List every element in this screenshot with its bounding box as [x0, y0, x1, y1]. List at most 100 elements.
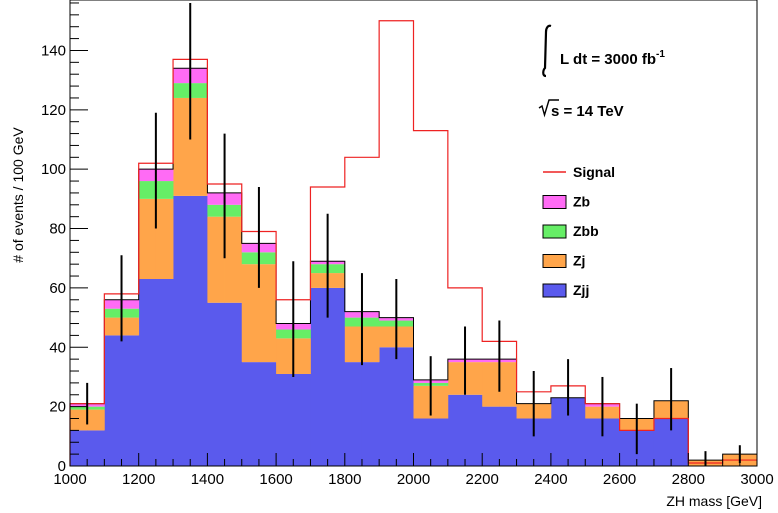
y-tick-label: 80 [49, 221, 66, 238]
bar-zjj [138, 279, 157, 466]
bar-zj [533, 403, 552, 419]
bar-zj [602, 406, 620, 419]
legend-item-zj: Zj [542, 253, 585, 269]
bar-zbb [121, 308, 140, 318]
x-tick-label: 2400 [534, 471, 567, 488]
bar-zjj [121, 335, 140, 466]
bar-zj [138, 198, 157, 280]
bar-zjj [636, 430, 655, 466]
legend: Signal Zb Zbb Zj Zjj [542, 164, 615, 298]
bar-zbb [87, 406, 105, 410]
legend-item-zb: Zb [542, 194, 590, 210]
x-axis-label: ZH mass [GeV] [666, 493, 762, 509]
x-tick-label: 1600 [259, 471, 292, 488]
series-zj [70, 97, 758, 466]
error-bars [86, 2, 741, 466]
y-tick-label: 40 [49, 339, 66, 356]
bar-zjj [327, 287, 346, 466]
bar-zjj [241, 362, 260, 466]
bar-zb [207, 192, 225, 205]
bar-zbb [344, 317, 363, 327]
legend-item-signal: Signal [543, 164, 615, 180]
bar-zj [653, 400, 672, 419]
legend-swatch [542, 195, 567, 209]
bar-zj [465, 362, 483, 395]
bar-zb [482, 359, 500, 363]
bar-zjj [70, 430, 88, 466]
bar-zb [104, 299, 122, 309]
bar-zjj [344, 362, 363, 466]
bar-zj [516, 403, 535, 419]
luminosity-label: L dt = 3000 fb-1 [560, 49, 665, 68]
bar-zbb [310, 264, 329, 274]
bar-zb [465, 359, 483, 363]
bar-zb [70, 403, 88, 407]
bar-zjj [173, 195, 191, 467]
energy-label: s = 14 TeV [551, 103, 624, 120]
bar-zb [155, 169, 174, 182]
legend-swatch [542, 224, 567, 239]
bar-zjj [155, 279, 174, 466]
bar-zjj [207, 302, 225, 466]
legend-item-zjj: Zjj [542, 282, 589, 298]
bar-zb [190, 68, 208, 84]
bar-zjj [619, 430, 638, 466]
x-tick-label: 1200 [122, 471, 155, 488]
x-tick-label: 1000 [53, 471, 86, 488]
bar-zbb [396, 320, 414, 327]
bar-zjj [653, 418, 672, 466]
y-axis-label: # of events / 100 GeV [10, 127, 26, 263]
y-tick-label: 120 [41, 102, 66, 119]
bar-zjj [430, 418, 449, 466]
bar-zj [293, 338, 311, 374]
bar-zj [447, 362, 466, 395]
bar-zjj [190, 195, 208, 467]
bar-zj [361, 326, 380, 363]
tick-labels: 1000 1200 1400 1600 1800 2000 2200 2400 2600 2800… [41, 42, 774, 488]
bar-zbb [430, 382, 449, 386]
integral-sign [542, 24, 552, 78]
bar-zjj [568, 397, 586, 466]
legend-label: Zbb [573, 223, 599, 239]
bar-zbb [258, 252, 277, 265]
bar-zb [310, 261, 329, 265]
legend-label: Zj [573, 253, 585, 269]
bar-zbb [379, 320, 397, 327]
bar-zj [430, 385, 449, 419]
bar-zj [121, 317, 140, 336]
bar-zb [121, 299, 140, 309]
bar-zbb [207, 204, 225, 217]
legend-swatch [542, 283, 567, 298]
bar-zj [619, 418, 638, 431]
bar-zjj [258, 362, 277, 466]
bar-zjj [379, 347, 397, 466]
legend-label: Signal [573, 164, 615, 180]
bar-zj [327, 273, 346, 288]
bar-zj [671, 400, 689, 419]
bar-zj [190, 97, 208, 196]
sqrt-sign [538, 99, 559, 118]
x-tick-label: 1800 [328, 471, 361, 488]
stacked-histogram [69, 67, 758, 467]
bar-zb [447, 359, 466, 363]
bar-zjj [585, 418, 603, 466]
x-tick-label: 2600 [603, 471, 636, 488]
bar-zb [379, 317, 397, 321]
series-zjj [70, 195, 689, 467]
x-tick-label: 3000 [740, 471, 773, 488]
bar-zj [379, 326, 397, 348]
series-zbb [70, 83, 449, 410]
bar-zb [241, 243, 260, 253]
bar-zjj [533, 418, 552, 466]
bar-zb [344, 311, 363, 318]
bar-zj [310, 273, 329, 288]
bar-zjj [293, 373, 311, 466]
bar-zbb [413, 382, 432, 386]
bar-zb [430, 379, 449, 383]
bar-zj [276, 338, 294, 374]
y-tick-label: 0 [58, 458, 66, 475]
bar-zjj [310, 287, 329, 466]
bar-zj [344, 326, 363, 363]
bar-zb [293, 323, 311, 330]
bar-zj [585, 406, 603, 419]
